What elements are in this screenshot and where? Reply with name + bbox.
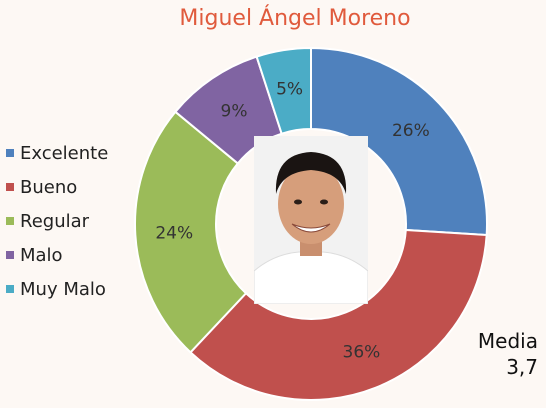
mean-value: 3,7 [506,355,538,379]
chart-title: Miguel Ángel Moreno [179,6,411,31]
legend-label: Malo [20,244,63,266]
slice-label-excelente: 26% [392,121,430,141]
mean-annotation: Media 3,7 [478,328,538,380]
legend-item-regular: Regular [6,204,108,238]
legend-item-bueno: Bueno [6,170,108,204]
slice-label-malo: 9% [221,102,248,122]
legend-swatch [6,149,14,157]
mean-label: Media [477,329,538,353]
legend-swatch [6,251,14,259]
slice-bueno [189,228,488,401]
slice-regular [134,110,248,354]
legend-item-excelente: Excelente [6,136,108,170]
portrait-photo [254,136,368,304]
legend-label: Excelente [20,142,109,164]
slice-label-regular: 24% [155,224,193,244]
legend-item-malo: Malo [6,238,108,272]
legend-item-muy-malo: Muy Malo [6,272,108,306]
legend-label: Regular [20,210,90,232]
legend-label: Muy Malo [20,278,106,300]
slice-muy-malo [255,46,312,135]
slice-label-muy-malo: 5% [276,80,303,100]
legend-swatch [6,285,14,293]
legend-swatch [6,183,14,191]
legend-swatch [6,217,14,225]
slice-label-bueno: 36% [343,342,381,362]
legend: Excelente Bueno Regular Malo Muy Malo [6,136,108,306]
legend-label: Bueno [20,176,78,198]
